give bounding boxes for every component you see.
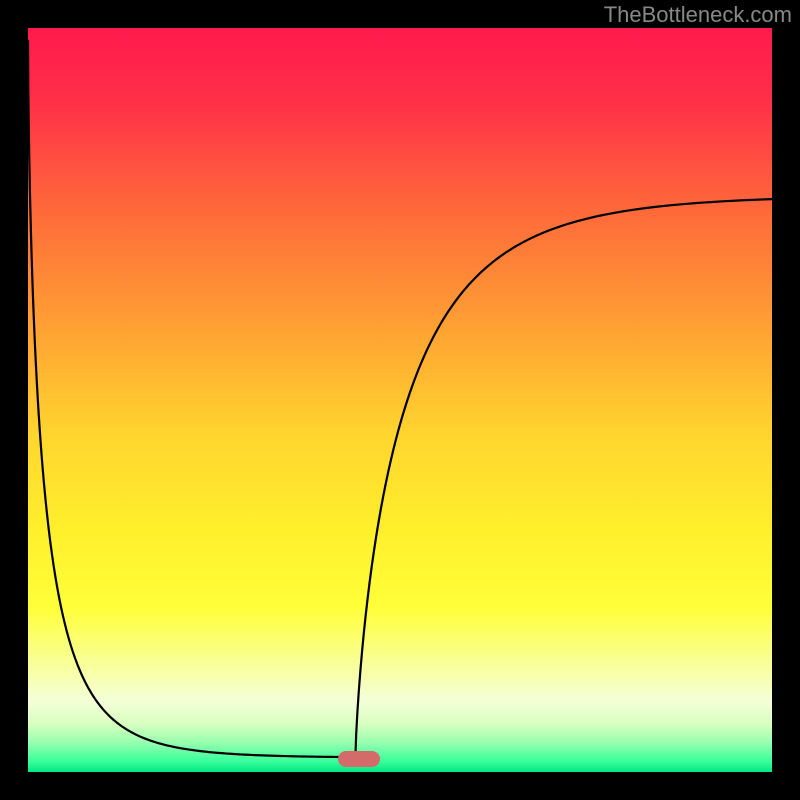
optimal-marker (338, 751, 380, 767)
watermark-text: TheBottleneck.com (604, 2, 792, 28)
plot-area (28, 28, 772, 772)
bottleneck-curve (28, 28, 772, 772)
